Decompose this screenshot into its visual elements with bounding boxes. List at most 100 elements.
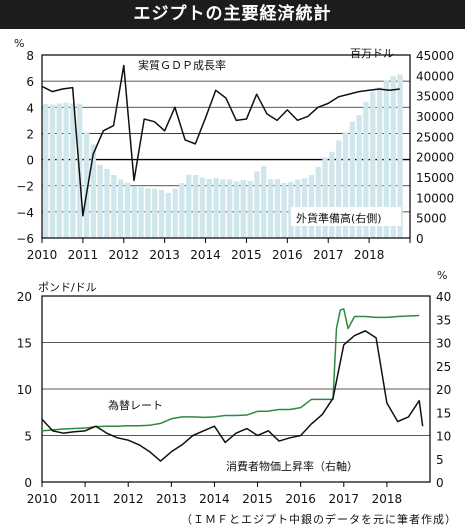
reserves-series-label: 外貨準備高(右側) (296, 211, 382, 225)
bottom-x-tick-label: 2010 (27, 492, 58, 506)
top-x-tick-label: 2014 (190, 248, 221, 262)
reserves-bar (158, 190, 165, 238)
reserves-bar (138, 187, 144, 238)
top-right-tick-label: 5000 (416, 212, 447, 226)
top-x-tick-label: 2011 (68, 248, 99, 262)
top-left-tick-label: 4 (26, 101, 34, 115)
bottom-left-unit-label: ポンド/ドル (38, 281, 97, 294)
reserves-bar (397, 74, 403, 239)
top-x-tick-label: 2017 (313, 248, 344, 262)
reserves-bar (390, 76, 396, 238)
page-title: エジプトの主要経済統計 (133, 4, 332, 24)
reserves-bar (336, 140, 342, 238)
bottom-x-tick-label: 2011 (70, 492, 101, 506)
bottom-left-tick-label: 0 (24, 476, 32, 490)
reserves-bar (179, 183, 185, 238)
top-left-tick-label: 8 (26, 49, 34, 63)
top-x-tick-label: 2010 (27, 248, 58, 262)
top-x-tick-label: 2015 (231, 248, 262, 262)
bottom-right-tick-label: 20 (436, 383, 451, 397)
top-right-tick-label: 25000 (416, 130, 454, 144)
reserves-bar (97, 164, 103, 238)
reserves-bar (192, 174, 199, 238)
bottom-left-tick-label: 5 (24, 430, 32, 444)
top-left-tick-label: 0 (26, 154, 34, 168)
reserves-bar (220, 179, 226, 238)
top-right-tick-label: 35000 (416, 90, 454, 104)
reserves-bar (131, 186, 137, 238)
reserves-bar (199, 177, 206, 238)
top-left-tick-label: 2 (26, 127, 34, 141)
bottom-left-tick-label: 15 (17, 337, 32, 351)
fx-rate-line (41, 308, 420, 432)
bottom-plot-frame (41, 295, 431, 483)
top-x-tick-label: 2012 (109, 248, 140, 262)
top-left-tick-label: −4 (16, 206, 34, 220)
bottom-right-tick-label: 10 (436, 430, 451, 444)
bottom-right-tick-label: 25 (436, 360, 451, 374)
reserves-bar (261, 166, 267, 238)
reserves-bar (342, 132, 349, 238)
bottom-x-tick-label: 2014 (199, 492, 230, 506)
bottom-right-tick-label: 5 (436, 453, 444, 467)
bottom-x-tick-label: 2016 (285, 492, 316, 506)
reserves-bar (376, 87, 383, 239)
bottom-x-tick-label: 2017 (329, 492, 360, 506)
reserves-bar (104, 168, 110, 238)
reserves-bar (288, 181, 294, 238)
bottom-chart-lines (41, 308, 424, 462)
bottom-x-tick-label: 2012 (113, 492, 144, 506)
top-right-tick-label: 30000 (416, 110, 454, 124)
bottom-x-tick-label: 2013 (156, 492, 187, 506)
reserves-bar (274, 179, 281, 238)
gdp-series-label: 実質ＧＤＰ成長率 (138, 58, 226, 72)
reserves-bar (145, 188, 151, 238)
gdp-line-group (41, 64, 400, 217)
top-right-tick-label: 10000 (416, 191, 454, 205)
reserves-bar (124, 182, 131, 238)
gdp-growth-line (41, 64, 400, 217)
reserves-bar (206, 179, 212, 238)
reserves-bar (43, 103, 49, 238)
reserves-bar (281, 183, 287, 238)
top-chart-gdp-reserves: % 百万ドル 8 6 4 2 0 −2 −4 −6 45000 40000 35000 30000 25… (14, 37, 454, 262)
source-note: （ＩＭＦとエジプト中銀のデータを元に筆者作成） (181, 513, 457, 526)
bottom-x-tick-label: 2015 (242, 492, 273, 506)
reserves-bar (186, 174, 192, 238)
reserves-bar (70, 103, 76, 238)
top-left-tick-label: −2 (16, 180, 34, 194)
reserves-bar (322, 157, 328, 238)
top-right-tick-label: 0 (416, 232, 424, 246)
reserves-bar (267, 179, 274, 238)
bottom-right-tick-label: 30 (436, 337, 451, 351)
bottom-right-tick-label: 35 (436, 313, 451, 327)
reserves-bar (56, 103, 62, 238)
bottom-right-tick-label: 40 (436, 290, 451, 304)
top-left-unit-label: % (14, 37, 24, 50)
reserves-bar (356, 115, 362, 238)
cpi-series-label: 消費者物価上昇率（右軸） (226, 459, 358, 473)
bottom-right-unit-label: % (437, 269, 447, 282)
top-x-tick-label: 2018 (354, 248, 385, 262)
fx-series-label: 為替レート (108, 398, 163, 412)
reserves-bar (349, 121, 355, 238)
reserves-bar (247, 181, 253, 238)
reserves-bar (370, 91, 376, 238)
top-plot-frame (41, 54, 411, 239)
top-right-unit-label: 百万ドル (350, 47, 394, 60)
bottom-right-tick-label: 15 (436, 406, 451, 420)
bottom-x-tick-label: 2018 (372, 492, 403, 506)
reserves-bar (227, 179, 233, 238)
reserves-bar (315, 166, 321, 238)
reserves-bar (363, 101, 369, 239)
top-chart-axes: 8 6 4 2 0 −2 −4 −6 45000 40000 35000 30000 25000 2000… (16, 49, 454, 262)
top-right-tick-label: 40000 (416, 69, 454, 83)
reserves-bar (165, 192, 171, 238)
reserves-bar (383, 80, 390, 239)
top-left-tick-label: −6 (16, 232, 34, 246)
top-right-tick-label: 20000 (416, 151, 454, 165)
reserves-bar (233, 181, 240, 238)
reserves-bar (152, 188, 158, 238)
cpi-inflation-line (41, 330, 424, 462)
